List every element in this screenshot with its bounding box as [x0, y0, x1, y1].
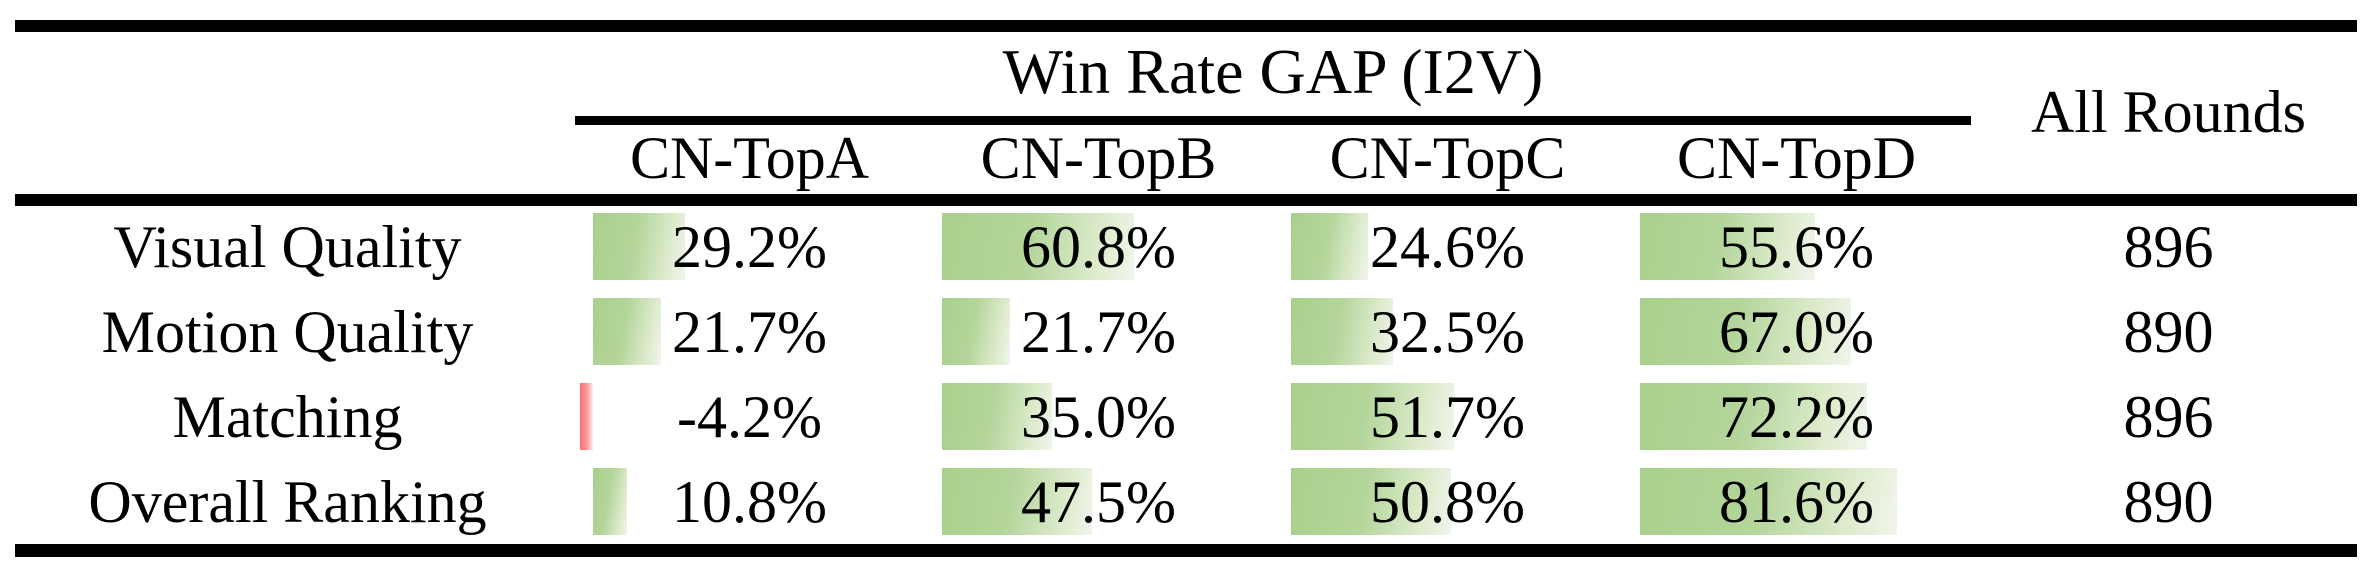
row-label: Overall Ranking [88, 468, 487, 535]
data-cell: 67.0% [1622, 289, 1971, 374]
positive-data-bar [942, 383, 1053, 450]
positive-data-bar [593, 213, 685, 280]
data-cell: 81.6% [1622, 459, 1971, 544]
cell-value: 21.7% [672, 298, 827, 365]
positive-data-bar [1291, 468, 1452, 535]
all-rounds-cell: 890 [1971, 289, 2366, 374]
table-row: Visual Quality 29.2% 60.8% 24.6% 55.6% 896 [0, 204, 2374, 289]
spanner-underline-rule [575, 116, 1971, 125]
column-header-cn-topd: CN-TopD [1676, 125, 1917, 191]
all-rounds-cell: 896 [1971, 374, 2366, 459]
top-rule [15, 20, 2357, 32]
positive-data-bar [942, 468, 1092, 535]
cell-value: 55.6% [1719, 213, 1874, 280]
bottom-rule [15, 544, 2357, 557]
data-cell: 29.2% [575, 204, 924, 289]
data-cell: 51.7% [1273, 374, 1622, 459]
cell-value: 72.2% [1719, 383, 1874, 450]
data-cell: 21.7% [924, 289, 1273, 374]
cell-value: 35.0% [1021, 383, 1176, 450]
cell-value: 10.8% [672, 468, 827, 535]
positive-data-bar [942, 213, 1134, 280]
positive-data-bar [1291, 213, 1369, 280]
cell-value: 32.5% [1370, 298, 1525, 365]
data-cell: 47.5% [924, 459, 1273, 544]
all-rounds-value: 890 [2123, 298, 2214, 365]
column-header-cn-topb: CN-TopB [980, 125, 1217, 191]
data-cell: 21.7% [575, 289, 924, 374]
cell-value: 50.8% [1370, 468, 1525, 535]
row-label: Motion Quality [101, 298, 474, 365]
all-rounds-value: 890 [2123, 468, 2214, 535]
positive-data-bar [1291, 298, 1394, 365]
positive-data-bar [942, 298, 1011, 365]
data-cell: 24.6% [1273, 204, 1622, 289]
cell-value: -4.2% [677, 383, 822, 450]
all-rounds-value: 896 [2123, 213, 2214, 280]
row-label: Visual Quality [113, 213, 462, 280]
positive-data-bar [593, 298, 662, 365]
positive-data-bar [1291, 383, 1454, 450]
negative-data-bar [579, 383, 593, 450]
cell-value: 47.5% [1021, 468, 1176, 535]
data-cell: 35.0% [924, 374, 1273, 459]
table-row: Matching -4.2% 35.0% 51.7% 72.2% 896 [0, 374, 2374, 459]
all-rounds-value: 896 [2123, 383, 2214, 450]
table-row: Motion Quality 21.7% 21.7% 32.5% 67.0% 890 [0, 289, 2374, 374]
positive-data-bar [1640, 468, 1898, 535]
cell-value: 21.7% [1021, 298, 1176, 365]
table-row: Overall Ranking 10.8% 47.5% 50.8% 81.6% 890 [0, 459, 2374, 544]
column-header-cn-topc: CN-TopC [1329, 125, 1566, 191]
data-cell: 32.5% [1273, 289, 1622, 374]
positive-data-bar [1640, 213, 1816, 280]
cell-value: 51.7% [1370, 383, 1525, 450]
data-cell: 60.8% [924, 204, 1273, 289]
row-label: Matching [172, 383, 403, 450]
positive-data-bar [593, 468, 628, 535]
column-header-cn-topa: CN-TopA [629, 125, 870, 191]
header-body-rule [15, 194, 2357, 206]
cell-value: 24.6% [1370, 213, 1525, 280]
cell-value: 60.8% [1021, 213, 1176, 280]
data-cell: 72.2% [1622, 374, 1971, 459]
positive-data-bar [1640, 298, 1852, 365]
cell-value: 67.0% [1719, 298, 1874, 365]
positive-data-bar [1640, 383, 1868, 450]
data-cell: -4.2% [575, 374, 924, 459]
data-cell: 50.8% [1273, 459, 1622, 544]
table-title: Win Rate GAP (I2V) [1002, 36, 1544, 107]
column-header-all-rounds: All Rounds [2030, 79, 2307, 145]
all-rounds-cell: 896 [1971, 204, 2366, 289]
cell-value: 81.6% [1719, 468, 1874, 535]
data-cell: 10.8% [575, 459, 924, 544]
data-cell: 55.6% [1622, 204, 1971, 289]
cell-value: 29.2% [672, 213, 827, 280]
all-rounds-cell: 890 [1971, 459, 2366, 544]
